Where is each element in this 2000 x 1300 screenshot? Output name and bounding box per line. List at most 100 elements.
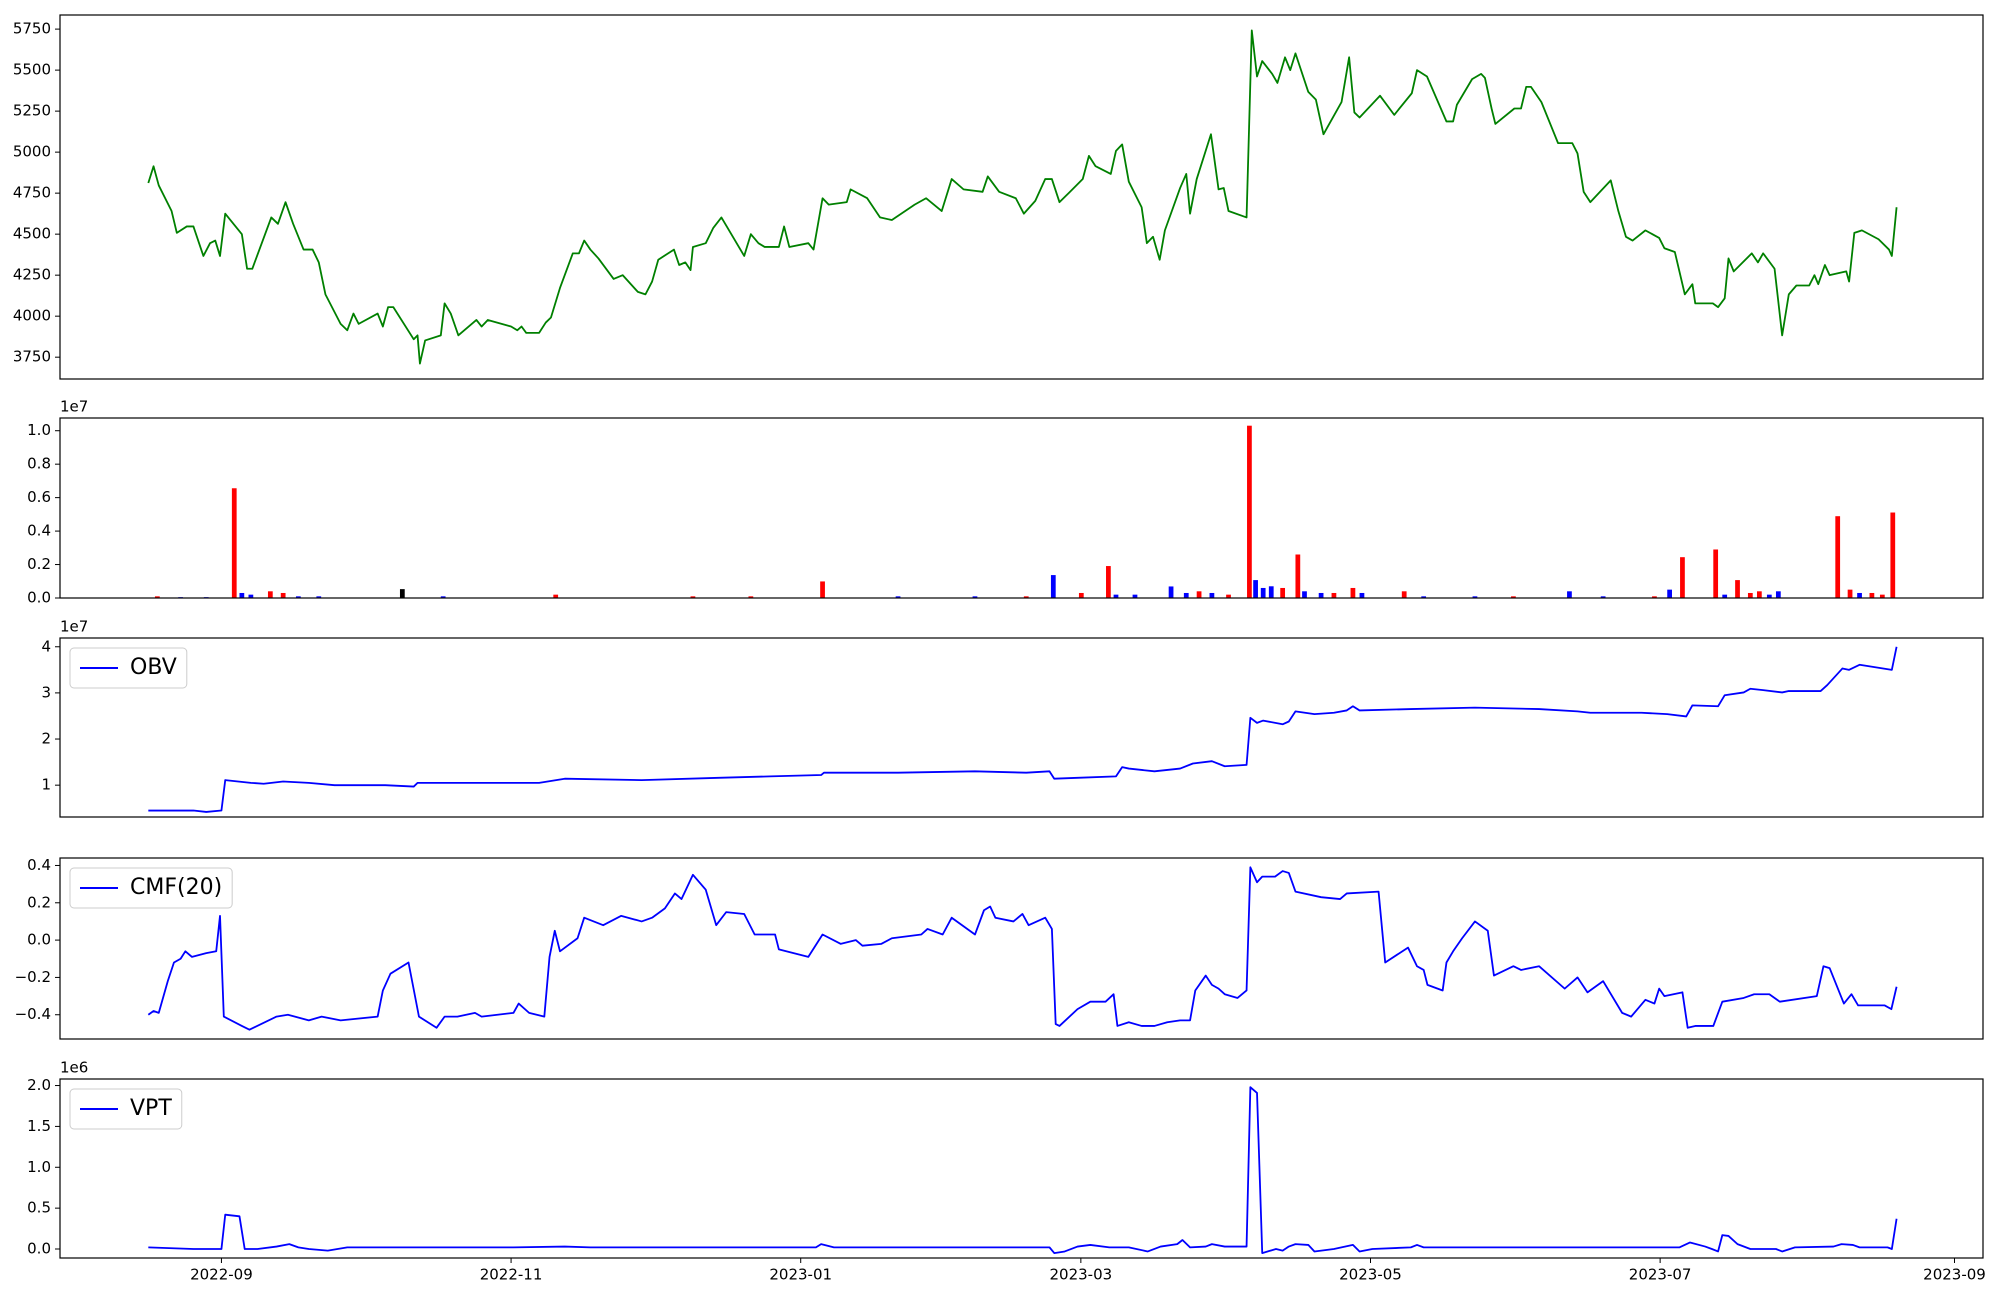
volume-bar (1667, 589, 1672, 598)
legend-label: OBV (130, 655, 177, 680)
volume-bar (267, 591, 273, 598)
panel: −0.4 −0.2 0.0 0.2 0.4 CMF(20) (15, 856, 1984, 1040)
y-tick-label: 4500 (13, 225, 51, 243)
volume-bar (1350, 587, 1356, 598)
volume-bar (1869, 592, 1875, 598)
x-tick-label: 2023-05 (1339, 1266, 1402, 1284)
volume-bar (1247, 425, 1252, 598)
y-tick-label: −0.4 (15, 1005, 51, 1023)
y-tick-label: 2 (41, 730, 51, 748)
volume-bar (1023, 596, 1029, 598)
volume-bar (295, 596, 301, 598)
axes-frame (59, 1078, 1984, 1259)
axes-frame (59, 857, 1984, 1040)
volume-bar (1401, 591, 1407, 598)
y-tick-label: 4250 (13, 266, 51, 284)
volume-bar (1680, 557, 1685, 598)
volume-bar (1331, 592, 1337, 598)
offset-label: 1e7 (60, 398, 88, 416)
volume-bar (895, 596, 901, 598)
volume-bar (1747, 592, 1753, 598)
volume-bar (1600, 596, 1606, 598)
volume-bar (1260, 587, 1266, 598)
y-tick-label: 1.0 (27, 421, 51, 439)
volume-bar (1132, 594, 1138, 598)
volume-bar (1567, 591, 1572, 598)
x-tick-label: 2023-09 (1923, 1266, 1986, 1284)
axes-frame (59, 417, 1984, 599)
y-tick-label: 4000 (13, 307, 51, 325)
volume-bar (1421, 596, 1427, 598)
y-tick-label: 4750 (13, 184, 51, 202)
volume-bar (972, 596, 978, 598)
legend-box (69, 1088, 183, 1130)
volume-bar (1209, 592, 1215, 598)
volume-bar (1295, 554, 1301, 598)
volume-bar (1766, 594, 1772, 598)
legend-box (69, 647, 188, 689)
volume-bar (1050, 575, 1056, 598)
volume-bar (1280, 587, 1286, 598)
volume-bar (1196, 591, 1202, 598)
volume-bar (820, 581, 825, 598)
volume-bar (1756, 591, 1762, 598)
y-tick-label: 1 (41, 776, 51, 794)
y-tick-label: 0.0 (27, 1240, 51, 1258)
volume-bar (1359, 592, 1365, 598)
axes-frame (59, 14, 1984, 380)
volume-bar (1722, 594, 1728, 598)
offset-label: 1e7 (60, 618, 88, 636)
x-tick-label: 2022-09 (190, 1266, 253, 1284)
volume-bar (1113, 594, 1119, 598)
y-tick-label: 2.0 (27, 1076, 51, 1094)
x-tick-label: 2022-11 (480, 1266, 543, 1284)
volume-bar (1226, 594, 1231, 598)
volume-bar (1168, 586, 1174, 598)
y-tick-label: 3750 (13, 348, 51, 366)
legend-label: CMF(20) (130, 875, 222, 900)
volume-bar (1735, 580, 1740, 598)
volume-bar (399, 589, 405, 598)
series-line (148, 646, 1898, 813)
volume-bar (239, 592, 245, 598)
panel: 1 2 3 4 1e7 OBV (41, 618, 1984, 818)
volume-bar (1847, 589, 1853, 598)
volume-bar (280, 592, 286, 598)
volume-bar (1775, 591, 1781, 598)
y-tick-label: 0.4 (27, 856, 51, 874)
offset-label: 1e6 (60, 1059, 88, 1077)
series-line (147, 29, 1898, 365)
panel: 3750 4000 4250 4500 4750 5000 5250 5500 5750 (13, 14, 1984, 380)
y-tick-label: −0.2 (15, 968, 51, 986)
volume-bar (1268, 586, 1274, 598)
y-tick-label: 1.5 (27, 1117, 51, 1135)
y-tick-label: 0.6 (27, 488, 51, 506)
volume-bar (1713, 549, 1719, 598)
x-tick-label: 2023-01 (769, 1266, 832, 1284)
series-line (148, 1086, 1898, 1254)
volume-bar (440, 596, 446, 598)
y-tick-label: 5000 (13, 143, 51, 161)
volume-bar (1106, 566, 1111, 598)
y-tick-label: 0.0 (27, 589, 51, 607)
x-tick-label: 2023-07 (1629, 1266, 1692, 1284)
panel: 0.0 0.5 1.0 1.5 2.0 2022-09 2022-11 2023-01 2023… (27, 1059, 1986, 1284)
volume-bar (316, 596, 322, 598)
panel: 0.0 0.2 0.4 0.6 0.8 1.0 1e7 (27, 398, 1984, 607)
volume-bar (1857, 592, 1862, 598)
y-tick-label: 0.8 (27, 455, 51, 473)
volume-bar (1652, 596, 1657, 598)
axes-frame (59, 637, 1984, 818)
y-tick-label: 0.2 (27, 555, 51, 573)
volume-bar (1511, 596, 1516, 598)
y-tick-label: 5500 (13, 61, 51, 79)
series-line (147, 866, 1898, 1031)
volume-bar (154, 596, 160, 598)
volume-bar (1472, 596, 1478, 598)
y-tick-label: 0.4 (27, 522, 51, 540)
y-tick-label: 0.2 (27, 893, 51, 911)
y-tick-label: 4 (41, 637, 51, 655)
y-tick-label: 3 (41, 683, 51, 701)
x-tick-label: 2023-03 (1050, 1266, 1113, 1284)
